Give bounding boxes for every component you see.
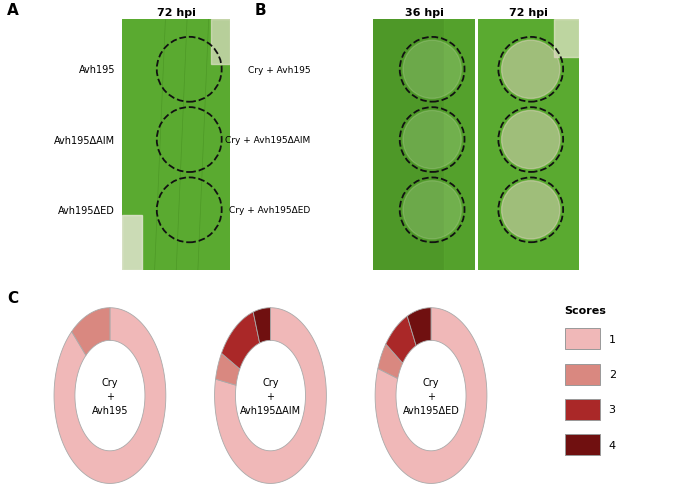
Ellipse shape <box>502 111 560 169</box>
Bar <box>554 20 579 58</box>
Text: A: A <box>7 3 19 18</box>
Ellipse shape <box>502 41 560 99</box>
Polygon shape <box>214 308 327 483</box>
Bar <box>211 20 230 65</box>
Text: Cry + Avh195ΔAIM: Cry + Avh195ΔAIM <box>225 136 311 145</box>
Bar <box>445 20 475 271</box>
Text: Avh195ΔED: Avh195ΔED <box>59 205 115 215</box>
Polygon shape <box>54 308 166 483</box>
Ellipse shape <box>502 181 560 239</box>
Text: 72 hpi: 72 hpi <box>157 8 195 18</box>
Polygon shape <box>253 308 270 343</box>
Text: 36 hpi: 36 hpi <box>405 8 443 18</box>
Polygon shape <box>386 317 416 363</box>
Ellipse shape <box>403 181 461 239</box>
Ellipse shape <box>403 111 461 169</box>
Text: Cry + Avh195: Cry + Avh195 <box>248 66 311 75</box>
Text: 2: 2 <box>609 369 616 379</box>
Polygon shape <box>221 313 260 369</box>
Bar <box>565 364 600 385</box>
Text: B: B <box>255 3 267 18</box>
Text: 3: 3 <box>609 405 616 415</box>
Text: Cry
+
Avh195ΔED: Cry + Avh195ΔED <box>403 377 459 415</box>
Polygon shape <box>72 308 110 356</box>
Bar <box>565 329 600 350</box>
Text: Cry
+
Avh195ΔAIM: Cry + Avh195ΔAIM <box>240 377 301 415</box>
Polygon shape <box>407 308 431 346</box>
Bar <box>565 434 600 455</box>
Text: Scores: Scores <box>565 306 607 316</box>
Text: 1: 1 <box>609 334 616 344</box>
Polygon shape <box>216 354 240 385</box>
Polygon shape <box>378 344 403 379</box>
Text: Cry + Avh195ΔED: Cry + Avh195ΔED <box>230 206 311 215</box>
Text: Cry
+
Avh195: Cry + Avh195 <box>91 377 128 415</box>
Text: Avh195: Avh195 <box>79 65 115 75</box>
Polygon shape <box>375 308 487 483</box>
Ellipse shape <box>403 41 461 99</box>
Bar <box>122 215 142 271</box>
Text: C: C <box>7 291 18 306</box>
Text: Avh195ΔAIM: Avh195ΔAIM <box>54 135 115 145</box>
Text: 72 hpi: 72 hpi <box>510 8 548 18</box>
Text: 4: 4 <box>609 440 616 450</box>
Bar <box>565 399 600 420</box>
